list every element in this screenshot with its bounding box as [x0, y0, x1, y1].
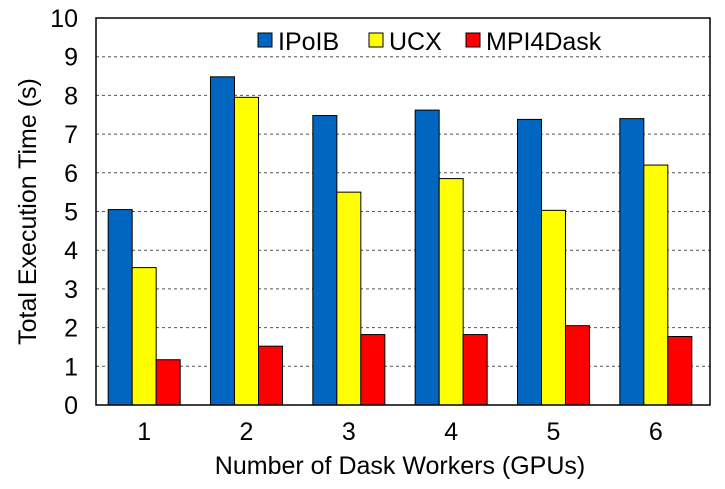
x-tick-label: 6 — [649, 418, 663, 446]
x-tick-label: 1 — [137, 418, 151, 446]
gridlines — [96, 56, 710, 367]
y-tick-label: 10 — [50, 5, 78, 33]
y-tick-label: 8 — [64, 82, 78, 110]
legend-label-mpi4dask: MPI4Dask — [486, 28, 602, 56]
y-tick-label: 7 — [64, 121, 78, 149]
bar-ucx-5 — [541, 209, 566, 406]
bar-ucx-6 — [643, 164, 669, 406]
x-tick-label: 2 — [240, 418, 254, 446]
y-tick-label: 3 — [64, 276, 78, 304]
bar-mpi4dask-1 — [155, 359, 181, 406]
bars — [107, 76, 693, 406]
x-tick-label: 4 — [444, 418, 458, 446]
legend-swatch-ipoib — [257, 32, 273, 48]
bar-mpi4dask-3 — [360, 334, 386, 406]
y-tick-label: 6 — [64, 160, 78, 188]
legend-swatch-mpi4dask — [465, 32, 481, 48]
y-tick-label: 5 — [64, 199, 78, 227]
x-tick-label: 5 — [547, 418, 561, 446]
y-tick-label: 2 — [64, 315, 78, 343]
legend-swatch-ucx — [368, 32, 384, 48]
bar-mpi4dask-4 — [462, 334, 488, 406]
bar-ucx-3 — [336, 191, 362, 406]
bar-ipoib-6 — [619, 118, 645, 406]
y-tick-label: 4 — [64, 237, 78, 265]
bar-mpi4dask-5 — [565, 325, 590, 406]
bar-ipoib-5 — [517, 118, 542, 406]
y-tick-labels: 0 1 2 3 4 5 6 7 8 9 10 — [50, 5, 78, 420]
y-tick-label: 9 — [64, 44, 78, 72]
legend: IPoIB UCX MPI4Dask — [257, 28, 602, 56]
y-axis-title: Total Execution Time (s) — [14, 78, 42, 345]
bar-ipoib-4 — [414, 109, 440, 406]
x-tick-label: 3 — [342, 418, 356, 446]
bar-ucx-2 — [234, 96, 259, 406]
bar-ucx-4 — [438, 178, 464, 406]
y-tick-label: 0 — [64, 392, 78, 420]
plot-frame — [95, 17, 711, 406]
bar-ucx-1 — [131, 267, 157, 406]
bar-ipoib-3 — [312, 115, 338, 406]
y-tick-label: 1 — [64, 353, 78, 381]
bar-mpi4dask-6 — [667, 336, 693, 406]
x-axis-title: Number of Dask Workers (GPUs) — [215, 452, 585, 480]
x-tick-labels: 1 2 3 4 5 6 — [137, 418, 663, 446]
bar-ipoib-2 — [210, 76, 235, 406]
legend-label-ipoib: IPoIB — [278, 28, 339, 56]
legend-label-ucx: UCX — [389, 28, 442, 56]
bar-ipoib-1 — [107, 209, 133, 406]
bar-mpi4dask-2 — [258, 345, 283, 406]
